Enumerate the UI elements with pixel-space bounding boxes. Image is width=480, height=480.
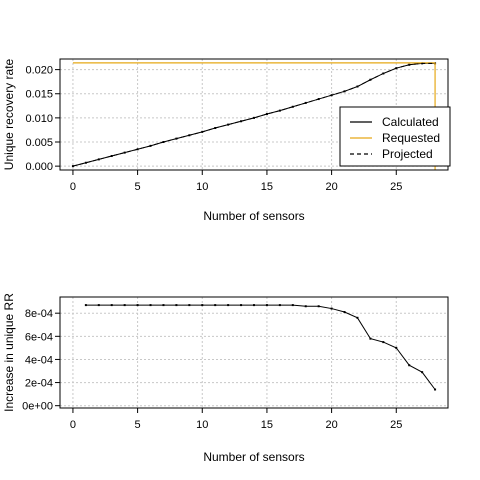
data-point	[97, 158, 100, 161]
y-tick-label: 2e-04	[25, 378, 53, 390]
y-tick-label: 0e+00	[22, 401, 53, 413]
series-line-increase	[85, 304, 436, 390]
legend: Calculated Requested Projected	[339, 106, 451, 167]
panel-2: 0 5 10 15 20 25 0e+00 2e-04 4e-04 6e-04 8e-04 Numbe…	[2, 293, 449, 464]
legend-box	[339, 106, 451, 167]
data-point	[240, 304, 243, 307]
y-axis-title: Unique recovery rate	[2, 58, 16, 170]
data-point	[253, 304, 255, 307]
data-point	[110, 304, 113, 307]
y-tick-label: 0.015	[25, 89, 53, 101]
y-tick-label: 0.005	[25, 137, 53, 149]
x-tick-label: 0	[70, 419, 76, 431]
data-point	[175, 304, 178, 307]
data-point	[278, 304, 281, 307]
data-point	[214, 304, 217, 307]
x-tick-label: 10	[196, 419, 208, 431]
data-point	[369, 337, 372, 340]
data-point	[84, 304, 87, 307]
data-point	[304, 305, 307, 308]
x-tick-label: 5	[135, 181, 141, 193]
data-point	[408, 364, 411, 367]
x-tick-label: 10	[196, 181, 208, 193]
y-tick-label: 0.000	[25, 161, 53, 173]
x-axis-title: Number of sensors	[203, 209, 304, 223]
data-point	[201, 304, 204, 307]
data-point	[97, 304, 100, 307]
data-point	[395, 346, 398, 349]
data-point	[291, 304, 294, 307]
data-point	[123, 304, 126, 307]
data-point	[265, 304, 268, 307]
y-axis-title: Increase in unique RR	[2, 293, 16, 412]
data-point	[227, 304, 230, 307]
y-tick-label: 8e-04	[25, 308, 53, 320]
data-point	[421, 371, 424, 374]
x-tick-label: 0	[70, 181, 76, 193]
data-point	[330, 307, 333, 310]
data-point	[136, 304, 139, 307]
data-point	[382, 341, 385, 344]
panel-1: 0 5 10 15 20 25 0.000 0.005 0.010 0.015 0.020 Numbe…	[2, 58, 451, 223]
y-tick-label: 4e-04	[25, 354, 53, 366]
x-tick-label: 15	[261, 419, 273, 431]
data-point	[278, 109, 281, 112]
legend-label-projected: Projected	[382, 147, 433, 161]
x-axis-title: Number of sensors	[203, 450, 304, 464]
plot-frame	[59, 296, 449, 409]
data-point	[162, 304, 165, 307]
x-tick-label: 5	[135, 419, 141, 431]
legend-label-calculated: Calculated	[382, 115, 439, 129]
y-tick-label: 6e-04	[25, 331, 53, 343]
data-point	[434, 388, 437, 391]
y-tick-label: 0.020	[25, 65, 53, 77]
y-tick-label: 0.010	[25, 113, 53, 125]
x-tick-label: 25	[390, 419, 402, 431]
data-point	[265, 113, 268, 116]
data-point	[343, 311, 346, 314]
data-point	[84, 161, 87, 164]
data-point	[253, 116, 255, 119]
x-tick-label: 20	[325, 419, 337, 431]
data-point	[227, 123, 230, 126]
x-tick-label: 20	[325, 181, 337, 193]
data-point	[123, 151, 126, 154]
data-point	[356, 316, 359, 319]
data-point	[188, 304, 191, 307]
data-point	[317, 305, 320, 308]
legend-label-requested: Requested	[382, 131, 440, 145]
data-point	[240, 120, 243, 123]
x-tick-label: 15	[261, 181, 273, 193]
data-point	[110, 155, 113, 158]
x-tick-label: 25	[390, 181, 402, 193]
data-point	[149, 304, 152, 307]
